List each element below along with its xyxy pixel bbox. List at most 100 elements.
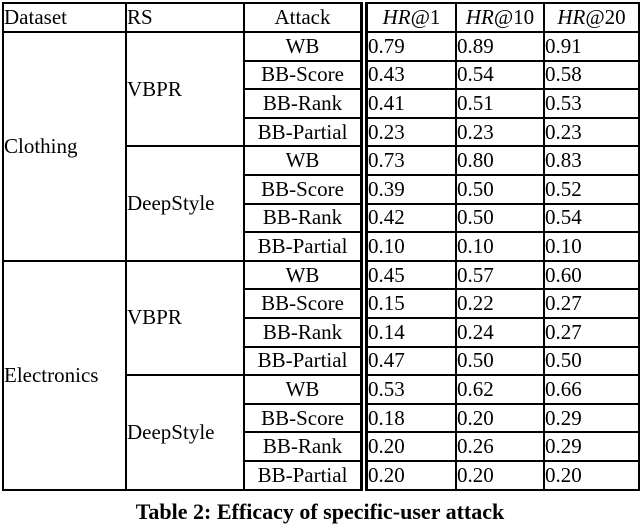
hr1-value: 0.23	[360, 116, 456, 147]
hr1-value: 0.18	[360, 402, 456, 433]
metric-name-italic: HR	[557, 5, 586, 29]
results-table: Dataset RS Attack HR@1 HR@10 HR@20 Cloth…	[2, 2, 640, 491]
hr20-value: 0.29	[543, 431, 639, 461]
table-row: BB-Partial 0.10 0.10 0.10	[3, 231, 639, 261]
hr1-value: 0.14	[360, 316, 456, 347]
hr1-value: 0.41	[360, 88, 456, 118]
col-header-attack: Attack	[244, 3, 364, 33]
hr10-value: 0.57	[455, 259, 544, 290]
hr1-value: 0.10	[360, 231, 456, 261]
table-row: BB-Rank 0.14 0.24 0.27	[3, 316, 639, 347]
table-row: BB-Partial 0.20 0.20 0.20	[3, 459, 639, 490]
table-row: BB-Score 0.39 0.50 0.52	[3, 173, 639, 204]
hr1-value: 0.20	[360, 459, 456, 490]
hr10-value: 0.50	[455, 202, 544, 233]
hr20-value: 0.10	[543, 231, 639, 261]
table-row: BB-Score 0.18 0.20 0.29	[3, 402, 639, 433]
col-header-dataset: Dataset	[3, 3, 127, 33]
hr20-value: 0.50	[543, 345, 639, 376]
attack-cell: BB-Score	[244, 173, 364, 204]
attack-cell: WB	[244, 374, 364, 404]
attack-cell: BB-Rank	[244, 431, 364, 461]
hr10-value: 0.50	[455, 173, 544, 204]
metric-suffix: @10	[493, 5, 535, 29]
table-row: BB-Partial 0.47 0.50 0.50	[3, 345, 639, 376]
hr20-value: 0.91	[543, 31, 639, 61]
col-header-hr20: HR@20	[543, 3, 639, 33]
hr10-value: 0.20	[455, 402, 544, 433]
table-row: BB-Score 0.43 0.54 0.58	[3, 59, 639, 90]
dataset-cell: Electronics	[3, 259, 127, 490]
attack-cell: BB-Partial	[244, 231, 364, 261]
hr10-value: 0.80	[455, 145, 544, 175]
hr1-value: 0.45	[360, 259, 456, 290]
hr20-value: 0.20	[543, 459, 639, 490]
col-header-hr10: HR@10	[455, 3, 544, 33]
hr10-value: 0.24	[455, 316, 544, 347]
attack-cell: BB-Score	[244, 288, 364, 318]
attack-cell: BB-Rank	[244, 202, 364, 233]
table-caption: Table 2: Efficacy of specific-user attac…	[135, 498, 505, 524]
hr1-value: 0.15	[360, 288, 456, 318]
hr20-value: 0.52	[543, 173, 639, 204]
rs-cell: DeepStyle	[126, 145, 245, 261]
attack-cell: BB-Rank	[244, 316, 364, 347]
attack-cell: BB-Partial	[244, 116, 364, 147]
hr10-value: 0.20	[455, 459, 544, 490]
attack-cell: BB-Partial	[244, 459, 364, 490]
table-row: BB-Score 0.15 0.22 0.27	[3, 288, 639, 318]
attack-cell: BB-Score	[244, 402, 364, 433]
table-row: BB-Partial 0.23 0.23 0.23	[3, 116, 639, 147]
table-row: BB-Rank 0.20 0.26 0.29	[3, 431, 639, 461]
table-row: DeepStyle WB 0.53 0.62 0.66	[3, 374, 639, 490]
metric-suffix: @1	[410, 5, 441, 29]
table-header-row: Dataset RS Attack HR@1 HR@10 HR@20	[3, 3, 639, 33]
hr10-value: 0.54	[455, 59, 544, 90]
rs-cell: VBPR	[126, 30, 245, 147]
hr1-value: 0.47	[360, 345, 456, 376]
attack-cell: BB-Rank	[244, 88, 364, 118]
attack-cell: WB	[244, 259, 364, 290]
metric-name-italic: HR	[382, 5, 411, 29]
hr1-value: 0.79	[360, 31, 456, 61]
hr20-value: 0.27	[543, 288, 639, 318]
hr10-value: 0.50	[455, 345, 544, 376]
hr1-value: 0.20	[360, 431, 456, 461]
dataset-cell: Clothing	[3, 32, 127, 261]
hr1-value: 0.42	[360, 202, 456, 233]
hr20-value: 0.27	[543, 316, 639, 347]
hr1-value: 0.43	[360, 59, 456, 90]
table-row: Electronics VBPR WB 0.45 0.57 0.60	[3, 259, 639, 490]
attack-cell: BB-Partial	[244, 345, 364, 376]
attack-cell: WB	[244, 31, 364, 61]
hr20-value: 0.58	[543, 59, 639, 90]
hr10-value: 0.62	[455, 374, 544, 404]
metric-suffix: @20	[585, 5, 626, 29]
hr1-value: 0.73	[360, 145, 456, 175]
hr10-value: 0.10	[455, 231, 544, 261]
hr20-value: 0.23	[543, 116, 639, 147]
table-row: BB-Rank 0.42 0.50 0.54	[3, 202, 639, 233]
attack-cell: BB-Score	[244, 59, 364, 90]
hr20-value: 0.60	[543, 259, 639, 290]
hr20-value: 0.66	[543, 374, 639, 404]
hr1-value: 0.53	[360, 374, 456, 404]
table-row: BB-Rank 0.41 0.51 0.53	[3, 88, 639, 118]
hr20-value: 0.53	[543, 88, 639, 118]
hr20-value: 0.54	[543, 202, 639, 233]
rs-cell: DeepStyle	[126, 374, 245, 490]
hr1-value: 0.39	[360, 173, 456, 204]
col-header-hr1: HR@1	[360, 3, 456, 33]
hr10-value: 0.22	[455, 288, 544, 318]
hr10-value: 0.26	[455, 431, 544, 461]
table-row: DeepStyle WB 0.73 0.80 0.83	[3, 145, 639, 261]
hr10-value: 0.23	[455, 116, 544, 147]
hr10-value: 0.51	[455, 88, 544, 118]
metric-name-italic: HR	[465, 5, 494, 29]
rs-cell: VBPR	[126, 259, 245, 376]
hr20-value: 0.83	[543, 145, 639, 175]
hr10-value: 0.89	[455, 31, 544, 61]
hr20-value: 0.29	[543, 402, 639, 433]
col-header-rs: RS	[126, 3, 245, 33]
